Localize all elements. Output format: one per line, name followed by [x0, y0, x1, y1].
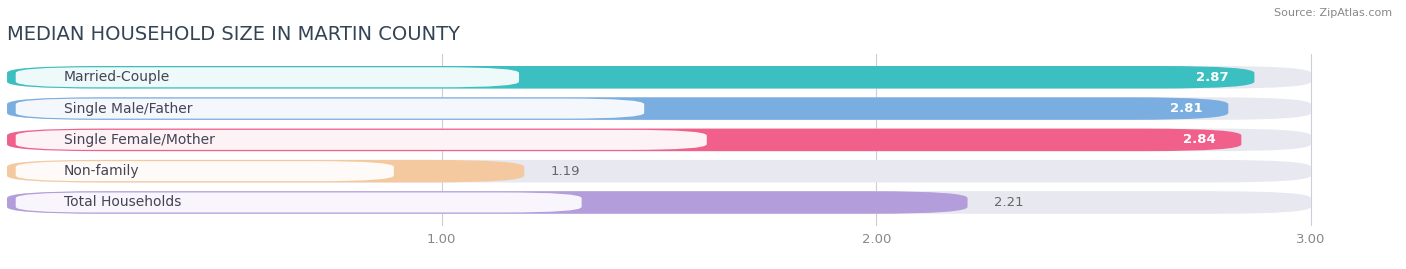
FancyBboxPatch shape	[7, 160, 524, 182]
FancyBboxPatch shape	[15, 67, 519, 87]
Text: Non-family: Non-family	[63, 164, 139, 178]
FancyBboxPatch shape	[7, 160, 1310, 182]
Text: Single Male/Father: Single Male/Father	[63, 102, 193, 116]
FancyBboxPatch shape	[7, 129, 1241, 151]
Text: Married-Couple: Married-Couple	[63, 70, 170, 84]
FancyBboxPatch shape	[7, 191, 1310, 214]
FancyBboxPatch shape	[15, 130, 707, 150]
FancyBboxPatch shape	[7, 97, 1310, 120]
Text: MEDIAN HOUSEHOLD SIZE IN MARTIN COUNTY: MEDIAN HOUSEHOLD SIZE IN MARTIN COUNTY	[7, 25, 460, 44]
FancyBboxPatch shape	[7, 66, 1310, 89]
FancyBboxPatch shape	[15, 98, 644, 119]
FancyBboxPatch shape	[7, 97, 1229, 120]
Text: Source: ZipAtlas.com: Source: ZipAtlas.com	[1274, 8, 1392, 18]
FancyBboxPatch shape	[7, 129, 1310, 151]
Text: Total Households: Total Households	[63, 196, 181, 210]
Text: 2.81: 2.81	[1170, 102, 1202, 115]
FancyBboxPatch shape	[7, 66, 1254, 89]
FancyBboxPatch shape	[15, 192, 582, 213]
Text: 2.84: 2.84	[1182, 133, 1215, 146]
Text: 1.19: 1.19	[550, 165, 579, 178]
Text: Single Female/Mother: Single Female/Mother	[63, 133, 214, 147]
Text: 2.21: 2.21	[994, 196, 1024, 209]
FancyBboxPatch shape	[7, 191, 967, 214]
FancyBboxPatch shape	[15, 161, 394, 181]
Text: 2.87: 2.87	[1195, 71, 1229, 84]
